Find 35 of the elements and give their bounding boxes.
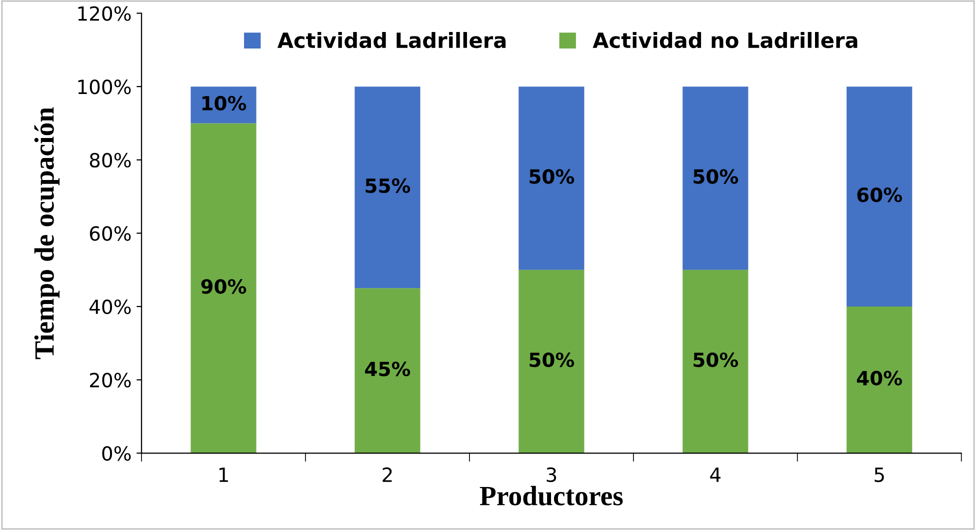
- x-tick-label: 4: [710, 468, 721, 482]
- y-tick-label: 0%: [102, 446, 131, 461]
- data-label: 50%: [530, 352, 574, 368]
- data-label: 60%: [857, 187, 902, 202]
- data-label: 10%: [202, 96, 246, 111]
- y-tick-label: 120%: [78, 6, 131, 21]
- data-label: 55%: [366, 178, 410, 194]
- y-tick-label: 40%: [90, 299, 131, 314]
- legend-label: Actividad Ladrillera: [277, 32, 506, 48]
- bar: [518, 86, 584, 270]
- data-label: 50%: [694, 352, 738, 368]
- bar: [518, 270, 584, 454]
- data-label: 40%: [856, 370, 902, 386]
- data-label: 45%: [365, 362, 410, 376]
- x-tick-label: 5: [874, 468, 884, 482]
- bar: [846, 306, 912, 454]
- bar: [682, 270, 748, 454]
- data-label: 50%: [694, 169, 738, 184]
- x-tick-label: 2: [382, 467, 392, 482]
- data-label: 50%: [530, 169, 574, 184]
- bar: [682, 86, 748, 270]
- x-axis-title: Productores: [480, 486, 623, 506]
- x-tick-label: 1: [219, 468, 228, 482]
- y-tick-label: 20%: [90, 372, 131, 388]
- x-tick-label: 3: [546, 467, 556, 482]
- y-tick-label: 60%: [90, 226, 131, 241]
- bar: [846, 86, 912, 307]
- y-axis-title: Tiempo de ocupación: [34, 107, 60, 360]
- y-tick-label: 100%: [78, 80, 131, 94]
- y-tick-label: 80%: [90, 152, 131, 168]
- data-label: 90%: [201, 279, 246, 294]
- legend-label: Actividad no Ladrillera: [592, 32, 858, 48]
- bar: [354, 288, 420, 454]
- bar: [190, 123, 256, 454]
- bar: [354, 86, 420, 288]
